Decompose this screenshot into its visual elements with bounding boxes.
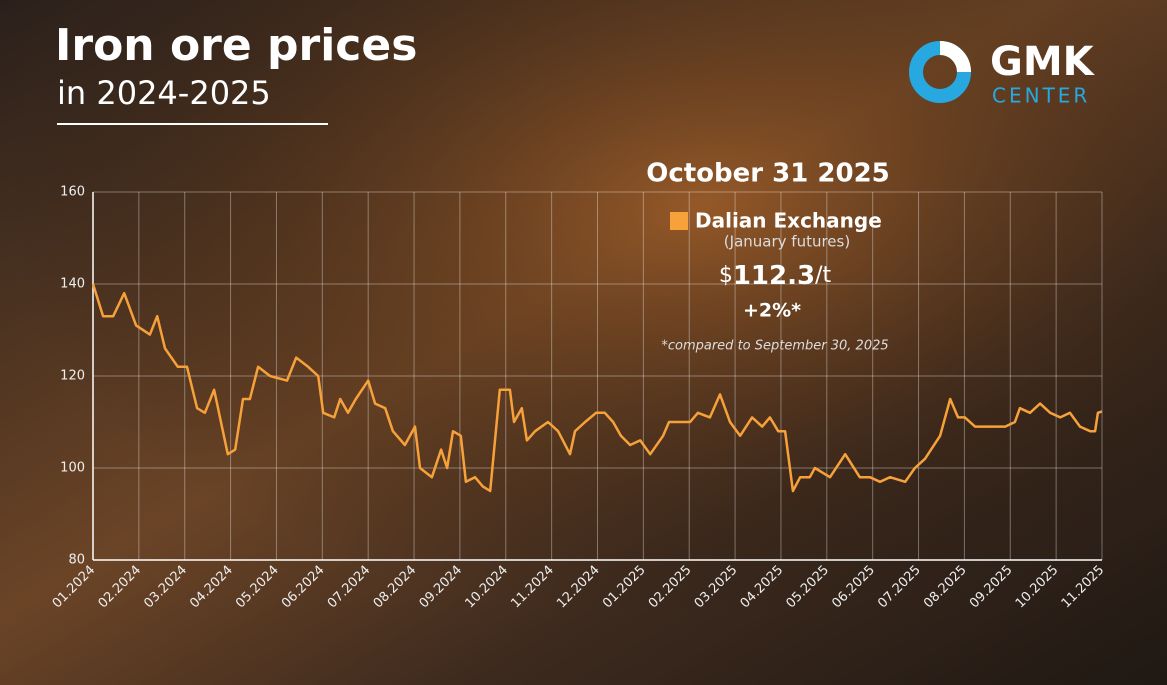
logo-sub: CENTER	[992, 84, 1090, 108]
y-tick-label: 120	[60, 369, 85, 384]
annotation: October 31 2025 Dalian Exchange (January…	[646, 159, 890, 354]
annotation-note: (January futures)	[724, 233, 850, 251]
chart-subtitle: in 2024-2025	[57, 74, 271, 112]
price-value: 112.3	[733, 261, 815, 291]
logo-accent	[939, 41, 971, 73]
logo-name: GMK	[990, 39, 1096, 85]
price-currency: $	[719, 263, 733, 288]
y-tick-label: 100	[60, 461, 85, 476]
annotation-date: October 31 2025	[646, 159, 890, 189]
price-unit: /t	[815, 263, 831, 288]
legend-label: Dalian Exchange	[695, 209, 882, 233]
y-tick-label: 80	[68, 553, 85, 568]
y-tick-label: 160	[60, 185, 85, 200]
annotation-footnote: *compared to September 30, 2025	[661, 339, 888, 354]
annotation-price: $112.3/t	[719, 261, 832, 291]
legend-swatch	[670, 212, 688, 230]
annotation-change: +2%*	[743, 300, 801, 322]
series-line	[91, 283, 1103, 493]
chart-title: Iron ore prices	[55, 20, 417, 71]
y-tick-label: 140	[60, 277, 85, 292]
